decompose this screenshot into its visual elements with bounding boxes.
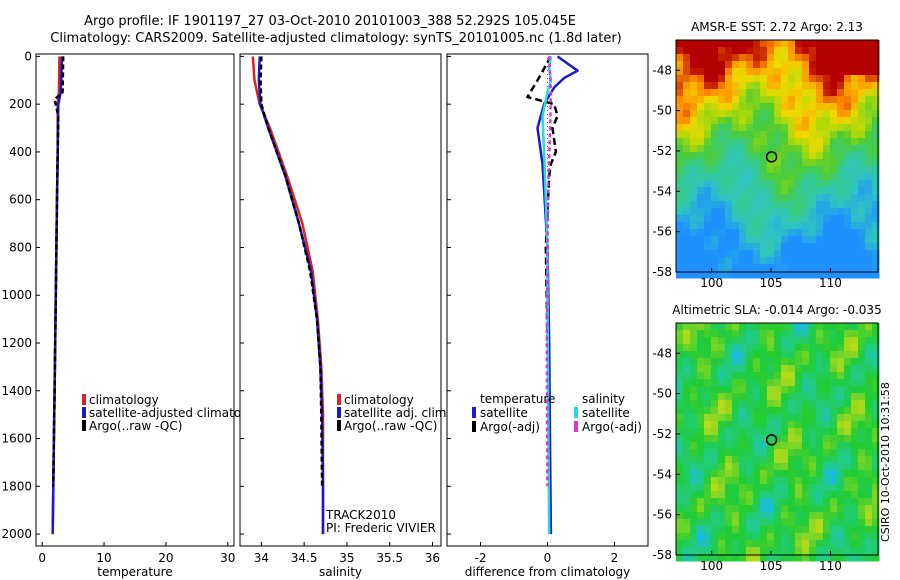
temperature-ytick-label: 200 [9, 97, 32, 111]
temperature-xtick-label: 0 [38, 551, 46, 565]
sst-map-axes-box [675, 39, 879, 273]
temperature-ytick-label: 2000 [1, 527, 32, 541]
difference-legend-swatch [472, 421, 476, 432]
sst-map-ytick-label: -50 [652, 104, 672, 118]
difference-series-salinity-satellite [541, 56, 553, 535]
salinity-legend-label: Argo(..raw -QC) [344, 419, 437, 433]
sst-map-ytick-label: -58 [652, 265, 672, 279]
sla-map-ytick-label: -48 [652, 346, 672, 360]
salinity-xtick-label: 36 [425, 551, 440, 565]
figure-title-line2: Climatology: CARS2009. Satellite-adjuste… [50, 31, 622, 46]
difference-series-salinity-argo-adj- [545, 56, 553, 487]
temperature-legend-label: climatology [89, 393, 159, 407]
sst-map-title: AMSR-E SST: 2.72 Argo: 2.13 [691, 20, 863, 34]
salinity-xtick-label: 35 [339, 551, 354, 565]
sst-map-ytick-label: -52 [652, 144, 672, 158]
difference-xtick-label: 0 [544, 551, 552, 565]
difference-legend-label: satellite [480, 406, 528, 420]
sla-map-ytick-label: -54 [652, 467, 672, 481]
sla-map-axes-box [675, 322, 879, 556]
difference-xtick-label: 2 [611, 551, 619, 565]
difference-legend-header-salinity: salinity [582, 392, 625, 406]
difference-legend-label: Argo(-adj) [582, 420, 642, 434]
temperature-legend-label: satellite-adjusted climatology [89, 406, 267, 420]
difference-legend-swatch [574, 421, 578, 432]
difference-series-temperature-satellite [536, 55, 579, 535]
sst-map-argo-position-marker [765, 151, 778, 163]
difference-xtick-label: -2 [475, 551, 487, 565]
temperature-ytick-label: 400 [9, 145, 32, 159]
temperature-xlabel: temperature [97, 565, 172, 579]
temperature-ytick-label: 1400 [1, 384, 32, 398]
sst-map-heat-cells [676, 40, 880, 279]
sst-map-ytick-label: -54 [652, 184, 672, 198]
sla-map-argo-position-marker [765, 434, 778, 446]
sst-map-ytick-label: -48 [652, 63, 672, 77]
temperature-xtick-label: 20 [158, 551, 173, 565]
sst-map-panel: AMSR-E SST: 2.72 Argo: 2.13 -48 -50 -52 -54 -… [652, 20, 880, 290]
temperature-ytick-label: 1000 [1, 288, 32, 302]
sla-map-xtick-label: 105 [760, 559, 783, 573]
sla-map-ytick-label: -52 [652, 427, 672, 441]
temperature-series-argo-raw-qc- [52, 56, 65, 487]
sla-map-xtick-label: 110 [819, 559, 842, 573]
salinity-legend-swatch [337, 420, 341, 431]
side-timestamp-label: CSIRO 10-Oct-2010 10:31:58 [879, 382, 892, 542]
salinity-annotation-pi: PI: Frederic VIVIER [326, 521, 436, 535]
sla-map-ytick-label: -58 [652, 548, 672, 562]
temperature-legend-swatch [82, 407, 86, 418]
salinity-legend-label: climatology [344, 393, 414, 407]
salinity-xtick-label: 34.5 [291, 551, 318, 565]
temperature-ytick-label: 0 [24, 49, 32, 63]
temperature-ytick-label: 1600 [1, 432, 32, 446]
difference-legend-header-temperature: temperature [480, 392, 555, 406]
sla-map-title: Altimetric SLA: -0.014 Argo: -0.035 [672, 303, 881, 317]
sst-map-xtick-label: 105 [760, 276, 783, 290]
sla-map-heat-cells [676, 323, 880, 562]
difference-legend-swatch [574, 407, 578, 418]
sla-map-ytick-label: -56 [652, 508, 672, 522]
temperature-xtick-label: 30 [220, 551, 235, 565]
sst-map-ytick-label: -56 [652, 225, 672, 239]
temperature-xtick-label: 10 [96, 551, 111, 565]
salinity-annotation-track: TRACK2010 [325, 508, 396, 522]
difference-legend-label: satellite [582, 406, 630, 420]
temperature-legend-swatch [82, 420, 86, 431]
temperature-ytick-label: 800 [9, 240, 32, 254]
sst-map-xtick-label: 110 [819, 276, 842, 290]
difference-xlabel: difference from climatology [465, 565, 631, 579]
salinity-legend-swatch [337, 394, 341, 405]
sla-map-xtick-label: 100 [700, 559, 723, 573]
temperature-legend-swatch [82, 394, 86, 405]
salinity-xtick-label: 34 [254, 551, 269, 565]
salinity-xtick-label: 35.5 [376, 551, 403, 565]
salinity-legend-label: satellite adj. clim. [344, 406, 450, 420]
salinity-legend-swatch [337, 407, 341, 418]
temperature-ytick-label: 1200 [1, 336, 32, 350]
temperature-ytick-label: 600 [9, 193, 32, 207]
sst-map-xtick-label: 100 [700, 276, 723, 290]
difference-series-temperature-argo-adj- [526, 55, 559, 344]
salinity-panel: 34 34.5 35 35.5 36 salinity climatologysatelli… [239, 53, 450, 579]
figure-title-line1: Argo profile: IF 1901197_27 03-Oct-2010 … [84, 14, 576, 29]
difference-legend-label: Argo(-adj) [480, 420, 540, 434]
temperature-legend-label: Argo(..raw -QC) [89, 419, 182, 433]
salinity-xlabel: salinity [319, 565, 362, 579]
sla-map-panel: Altimetric SLA: -0.014 Argo: -0.035 -48 -5… [652, 303, 881, 573]
sla-map-ytick-label: -50 [652, 387, 672, 401]
temperature-axes-box [35, 53, 235, 547]
temperature-ytick-label: 1800 [1, 479, 32, 493]
difference-legend-swatch [472, 407, 476, 418]
temperature-panel: 0 200 400 600 800 1000 1200 1400 1600 1800 2000 0 10… [1, 49, 266, 579]
